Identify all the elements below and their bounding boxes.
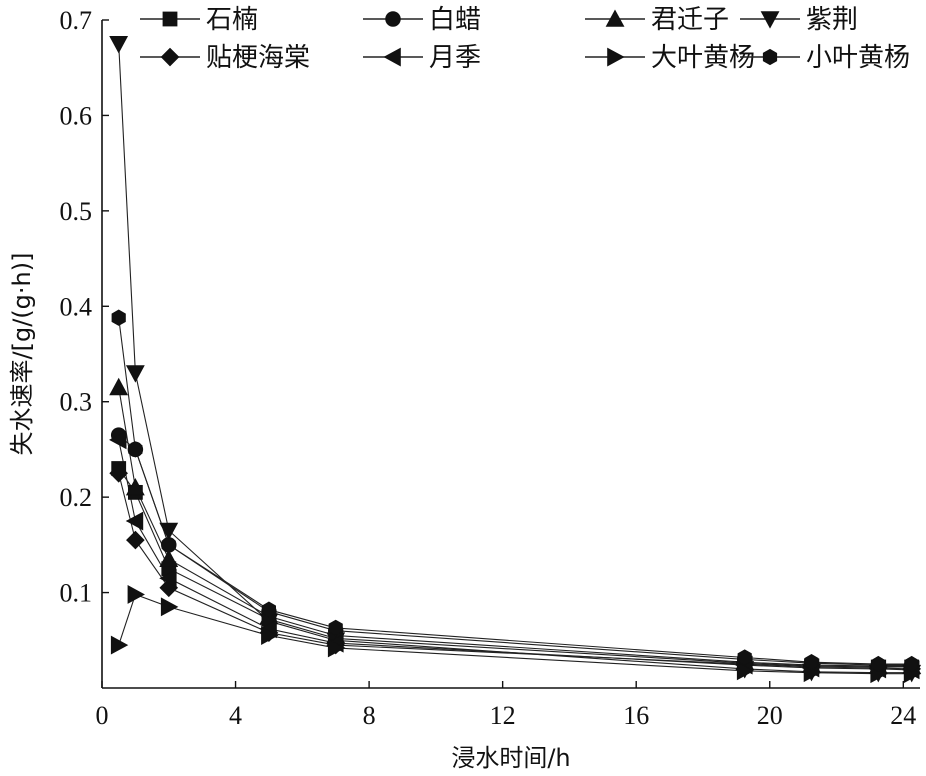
data-point-8-6 bbox=[737, 649, 752, 666]
legend-label-2: 白蜡 bbox=[429, 5, 481, 35]
data-point-7-6 bbox=[736, 661, 755, 681]
y-axis-title: 失水速率/[g/(g·h)] bbox=[8, 253, 36, 456]
x-axis-title: 浸水时间/h bbox=[451, 744, 570, 772]
x-tick-label: 16 bbox=[623, 701, 649, 730]
y-tick-label: 0.3 bbox=[60, 388, 93, 417]
legend-label-4: 紫荆 bbox=[806, 5, 858, 35]
data-point-4-3 bbox=[159, 522, 179, 541]
legend-label-7: 大叶黄杨 bbox=[651, 43, 755, 73]
y-tick-label: 0.2 bbox=[60, 483, 93, 512]
data-point-6-3 bbox=[159, 568, 177, 588]
data-point-7-1 bbox=[110, 635, 129, 655]
legend-label-5: 贴梗海棠 bbox=[206, 43, 310, 73]
legend-marker-6 bbox=[383, 47, 401, 67]
data-point-3-1 bbox=[109, 377, 129, 396]
data-point-8-2 bbox=[128, 441, 143, 458]
x-tick-label: 12 bbox=[490, 701, 516, 730]
legend-marker-5 bbox=[160, 47, 180, 67]
legend-label-1: 石楠 bbox=[206, 5, 258, 35]
y-tick-label: 0.6 bbox=[60, 101, 93, 130]
legend-marker-7 bbox=[607, 47, 625, 67]
data-point-6-2 bbox=[125, 511, 144, 531]
data-point-6-1 bbox=[109, 430, 127, 450]
series-lines bbox=[118, 43, 912, 675]
series-line-4 bbox=[118, 43, 912, 674]
legend-marker-4 bbox=[760, 11, 780, 29]
data-point-7-3 bbox=[160, 597, 179, 617]
x-tick-label: 20 bbox=[757, 701, 783, 730]
legend-marker-3 bbox=[605, 9, 625, 27]
data-point-3-3 bbox=[159, 549, 179, 567]
series-line-3 bbox=[118, 387, 912, 667]
data-point-4-1 bbox=[109, 36, 129, 54]
x-tick-label: 8 bbox=[363, 701, 376, 730]
data-point-8-1 bbox=[111, 309, 126, 326]
y-tick-label: 0.5 bbox=[60, 197, 93, 226]
data-point-8-8 bbox=[871, 655, 886, 673]
series-line-1 bbox=[118, 468, 912, 668]
data-point-5-1 bbox=[109, 463, 128, 483]
data-point-5-2 bbox=[126, 530, 145, 550]
legend-label-8: 小叶黄杨 bbox=[806, 43, 910, 73]
data-point-7-4 bbox=[261, 626, 279, 645]
series-line-2 bbox=[118, 434, 912, 666]
series-line-8 bbox=[118, 317, 912, 665]
legend-label-6: 月季 bbox=[429, 43, 481, 73]
data-point-4-2 bbox=[125, 365, 145, 383]
data-point-8-4 bbox=[261, 601, 277, 618]
legend-marker-1 bbox=[162, 11, 178, 27]
data-point-7-5 bbox=[327, 638, 346, 658]
data-point-7-2 bbox=[127, 585, 145, 604]
y-tick-label: 0.4 bbox=[60, 292, 93, 321]
legend-marker-8 bbox=[762, 48, 778, 66]
y-tick-label: 0.7 bbox=[60, 6, 93, 35]
series-markers bbox=[109, 36, 922, 684]
data-point-8-3 bbox=[161, 536, 176, 554]
data-point-3-2 bbox=[125, 478, 145, 496]
x-tick-label: 4 bbox=[229, 701, 242, 730]
x-tick-label: 0 bbox=[96, 701, 109, 730]
ticks: 0.1 0.2 0.3 0.4 0.5 0.6 0.7 0 4 8 12 16 20 24 bbox=[60, 6, 917, 730]
y-tick-label: 0.1 bbox=[60, 579, 93, 608]
series-line-5 bbox=[118, 473, 912, 670]
data-point-8-9 bbox=[904, 655, 919, 673]
series-line-6 bbox=[118, 439, 912, 671]
axes bbox=[101, 20, 920, 689]
x-tick-label: 24 bbox=[890, 701, 916, 730]
legend-label-3: 君迁子 bbox=[651, 5, 729, 35]
data-point-8-7 bbox=[804, 654, 819, 671]
data-point-8-5 bbox=[328, 619, 343, 637]
legend-marker-2 bbox=[385, 11, 401, 27]
